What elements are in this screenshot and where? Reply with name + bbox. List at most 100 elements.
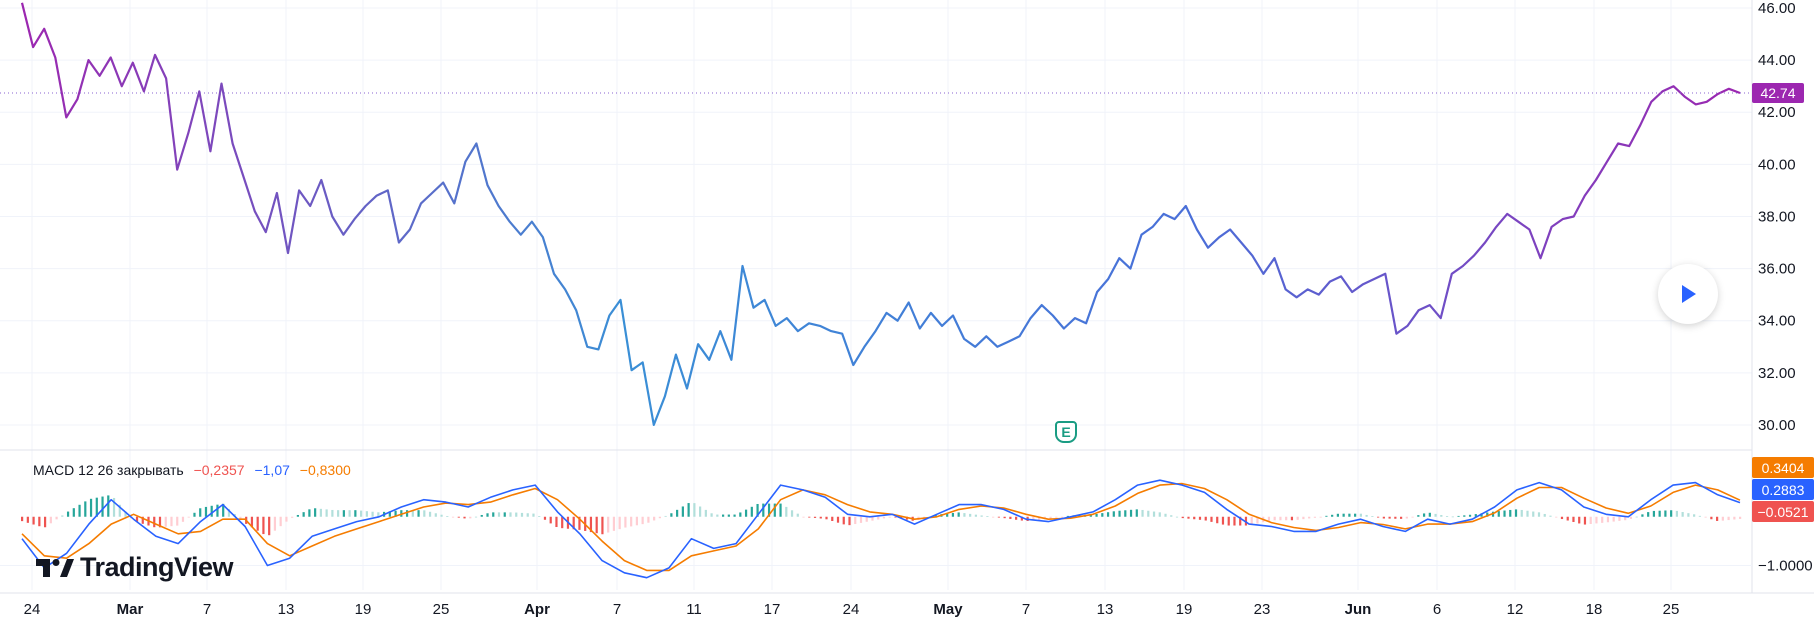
- macd-histogram-bar: [457, 516, 460, 518]
- macd-histogram-bar: [1474, 514, 1477, 517]
- time-tick-label: 25: [1663, 601, 1680, 618]
- macd-histogram-bar: [1578, 516, 1581, 524]
- macd-histogram-bar: [796, 513, 799, 517]
- time-tick-label: 7: [613, 601, 621, 618]
- macd-histogram-bar: [1624, 516, 1627, 521]
- macd-histogram-bar: [1290, 516, 1294, 521]
- macd-histogram-bar: [946, 513, 949, 517]
- macd-histogram-bar: [1445, 516, 1449, 517]
- macd-signal-value-label: 0.3404: [1762, 460, 1805, 476]
- macd-histogram-bar: [331, 509, 334, 517]
- macd-histogram-bar: [974, 514, 978, 517]
- price-tick-label: 46.00: [1758, 0, 1796, 17]
- macd-legend-signal: −0,8300: [299, 462, 351, 478]
- macd-tick-label: −1.0000: [1758, 558, 1813, 575]
- macd-histogram-bar: [888, 516, 891, 518]
- macd-histogram-bar: [319, 508, 322, 517]
- macd-histogram-bar: [1583, 516, 1587, 525]
- time-tick-label: 19: [1176, 601, 1193, 618]
- macd-histogram-bar: [227, 508, 231, 517]
- macd-histogram-bar: [405, 510, 409, 517]
- macd-histogram-bar: [43, 516, 47, 528]
- macd-histogram-bar: [1514, 509, 1518, 517]
- earnings-badge[interactable]: E: [1055, 421, 1077, 443]
- macd-histogram-bar: [1629, 516, 1633, 519]
- macd-histogram-bar: [314, 508, 317, 517]
- tradingview-logo[interactable]: TradingView: [36, 552, 234, 583]
- macd-histogram-bar: [1147, 510, 1150, 517]
- macd-histogram-bar: [1250, 516, 1253, 525]
- time-tick-label: Jun: [1345, 601, 1372, 618]
- macd-histogram-bar: [273, 516, 277, 531]
- macd-histogram-bar: [497, 512, 501, 517]
- macd-histogram-bar: [49, 516, 52, 524]
- macd-histogram-bar: [1141, 509, 1144, 517]
- macd-histogram-bar: [595, 516, 598, 534]
- time-tick-label: 7: [203, 601, 211, 618]
- time-tick-label: 25: [433, 601, 450, 618]
- play-icon: [1682, 285, 1696, 303]
- macd-histogram-bar: [1675, 510, 1678, 517]
- macd-histogram-bar: [1497, 511, 1500, 517]
- macd-histogram-bar: [1451, 516, 1454, 518]
- macd-histogram-bar: [1572, 516, 1575, 522]
- macd-histogram-bar: [1009, 516, 1012, 519]
- macd-histogram-bar: [1112, 511, 1115, 517]
- price-tick-label: 30.00: [1758, 417, 1796, 434]
- macd-histogram-bar: [865, 516, 868, 522]
- macd-histogram-bar: [1670, 510, 1673, 517]
- macd-histogram-bar: [704, 509, 707, 517]
- macd-histogram-bar: [779, 503, 782, 517]
- macd-histogram-bar: [1664, 510, 1667, 517]
- macd-histogram-bar: [170, 516, 173, 527]
- macd-histogram-bar: [572, 516, 575, 530]
- macd-histogram-bar: [1509, 509, 1512, 517]
- macd-histogram-bar: [1422, 513, 1426, 517]
- tradingview-logo-text: TradingView: [80, 552, 234, 582]
- macd-histogram-bar: [428, 511, 432, 517]
- macd-histogram-bar: [1486, 512, 1489, 517]
- time-tick-label: 17: [764, 601, 781, 618]
- play-button[interactable]: [1658, 264, 1718, 324]
- price-tick-label: 32.00: [1758, 365, 1796, 382]
- macd-histogram-bar: [1313, 516, 1317, 518]
- macd-histogram-bar: [1273, 516, 1276, 521]
- macd-histogram-bar: [423, 510, 426, 517]
- macd-histogram-bar: [561, 516, 564, 529]
- macd-histogram-bar: [618, 516, 621, 530]
- macd-histogram-bar: [1124, 510, 1127, 517]
- macd-histogram-bar: [549, 516, 552, 524]
- macd-histogram-bar: [538, 516, 541, 517]
- macd-histogram-bar: [377, 512, 380, 517]
- macd-histogram-bar: [1371, 516, 1374, 517]
- macd-histogram-bar: [969, 513, 972, 517]
- macd-histogram-bar: [1440, 515, 1443, 517]
- macd-histogram-bar: [859, 516, 863, 523]
- macd-histogram-bar: [1382, 516, 1385, 519]
- macd-histogram-bar: [1716, 516, 1719, 521]
- macd-histogram-bar: [1325, 515, 1328, 517]
- macd-histogram-bar: [767, 503, 771, 517]
- macd-legend[interactable]: MACD 12 26 закрывать −0,2357 −1,07 −0,83…: [33, 462, 357, 478]
- macd-histogram-bar: [1641, 514, 1644, 517]
- macd-histogram-bar: [1267, 516, 1271, 521]
- macd-histogram-bar: [589, 516, 593, 533]
- macd-histogram-bar: [963, 513, 966, 517]
- macd-histogram-bar: [417, 510, 420, 517]
- macd-histogram-bar: [882, 516, 886, 519]
- macd-histogram-bar: [193, 512, 196, 517]
- macd-histogram-bar: [831, 516, 834, 521]
- macd-histogram-bar: [721, 514, 725, 517]
- macd-histogram-bar: [1015, 516, 1018, 520]
- macd-histogram-bar: [285, 516, 288, 522]
- macd-histogram-bar: [1733, 516, 1736, 520]
- macd-histogram-bar: [894, 516, 897, 518]
- macd-histogram-bar: [848, 516, 851, 526]
- macd-histogram-bar: [112, 497, 116, 517]
- macd-histogram-bar: [492, 512, 495, 517]
- macd-histogram-bar: [434, 513, 437, 517]
- macd-histogram-bar: [187, 516, 190, 518]
- macd-histogram-bar: [176, 516, 179, 526]
